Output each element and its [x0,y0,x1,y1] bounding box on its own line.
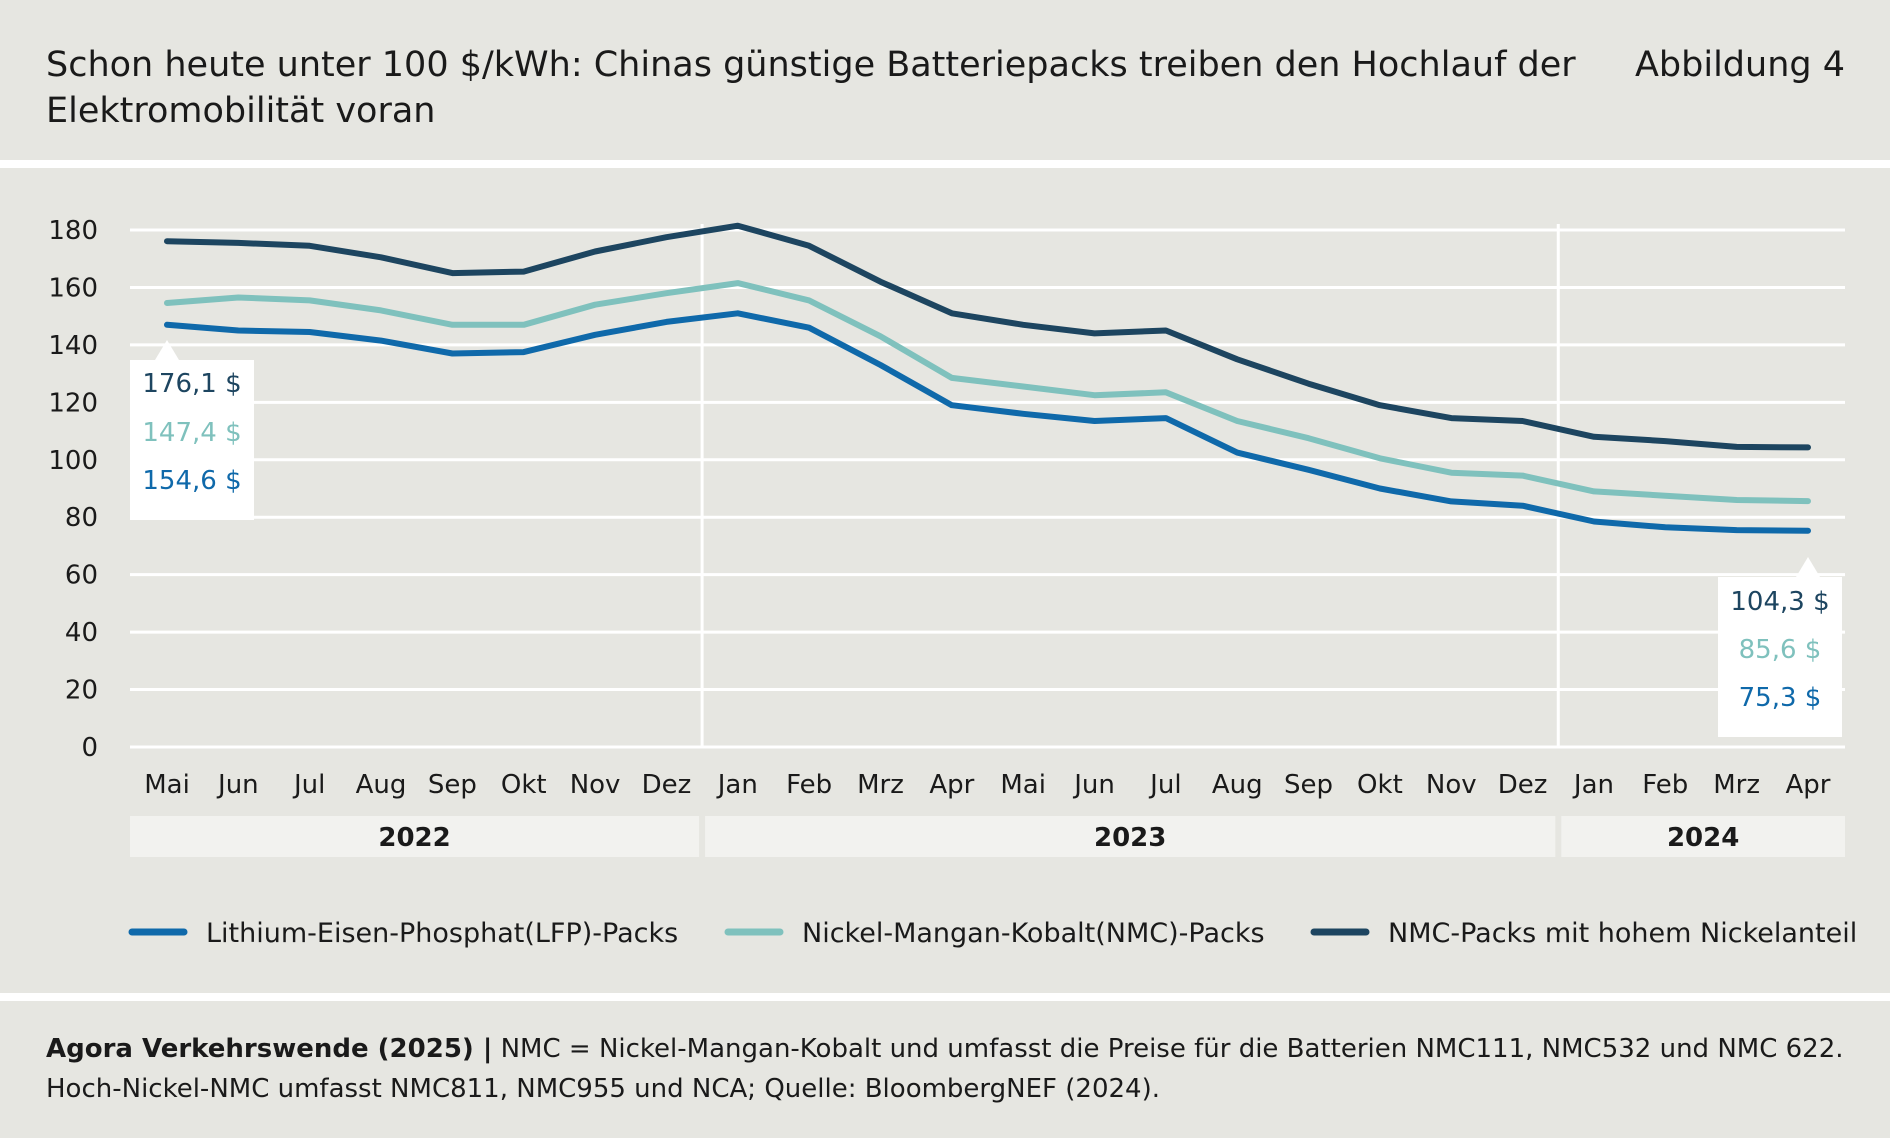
start-callout-pointer [155,340,179,360]
footer-note-text: NMC = Nickel-Mangan-Kobalt und umfasst d… [46,1034,1844,1104]
x-tick-label: Aug [1212,770,1263,800]
year-band [130,816,700,857]
chart-title: Schon heute unter 100 $/kWh: Chinas güns… [46,45,1576,131]
y-tick-label: 100 [48,446,98,476]
end-callout-pointer [1796,557,1820,577]
x-tick-label: Jan [1572,770,1614,800]
series-line [164,280,1811,505]
x-tick-label: Okt [501,770,547,800]
x-tick-label: Feb [1642,770,1688,800]
x-tick-label: Mrz [1713,770,1760,800]
data-label: 154,6 $ [142,466,241,496]
x-tick-label: Mai [144,770,190,800]
year-label: 2023 [1094,823,1166,853]
x-tick-label: Nov [1426,770,1477,800]
x-tick-label: Aug [356,770,407,800]
figure-label: Abbildung 4 [1634,45,1845,85]
start-callout [130,360,254,520]
year-band [705,816,1556,857]
x-tick-label: Dez [1498,770,1548,800]
footer-band [0,1001,1890,1138]
y-tick-label: 60 [65,561,98,591]
data-label: 147,4 $ [142,418,241,448]
x-tick-label: Sep [428,770,477,800]
line-chart: 0 20 40 60 80 100 120 140 160 180 Mai Jun Jul Aug Sep O… [48,216,1857,949]
source-org: Agora Verkehrswende (2025) | [46,1034,493,1064]
x-tick-label: Feb [786,770,832,800]
x-tick-label: Mai [1000,770,1046,800]
x-tick-label: Jun [216,770,259,800]
data-label: 75,3 $ [1739,683,1822,713]
x-tick-label: Jul [292,770,325,800]
x-tick-label: Mrz [857,770,904,800]
y-tick-label: 40 [65,618,98,648]
x-tick-label: Jan [716,770,758,800]
y-tick-label: 180 [48,216,98,246]
x-tick-label: Jun [1072,770,1115,800]
x-tick-label: Jul [1148,770,1181,800]
footer-note: Agora Verkehrswende (2025) | NMC = Nicke… [46,1029,1856,1109]
x-tick-label: Dez [642,770,692,800]
header-band [0,0,1890,160]
end-callout [1718,577,1842,737]
year-label: 2022 [378,823,450,853]
x-tick-label: Apr [1786,770,1831,800]
data-label: 85,6 $ [1739,635,1822,665]
y-tick-label: 20 [65,676,98,706]
y-tick-label: 0 [81,733,98,763]
series-line [164,310,1811,534]
x-tick-label: Apr [929,770,974,800]
y-tick-label: 140 [48,331,98,361]
x-tick-label: Okt [1357,770,1403,800]
data-label: 104,3 $ [1730,587,1829,617]
series-line [164,222,1811,451]
x-tick-label: Nov [570,770,621,800]
x-tick-label: Sep [1284,770,1333,800]
y-tick-label: 80 [65,503,98,533]
legend-label: Lithium-Eisen-Phosphat(LFP)-Packs [206,918,678,949]
y-tick-label: 120 [48,388,98,418]
legend-label: NMC-Packs mit hohem Nickelanteil [1388,918,1857,949]
data-label: 176,1 $ [142,369,241,399]
year-band [1561,816,1845,857]
year-label: 2024 [1667,823,1739,853]
legend-label: Nickel-Mangan-Kobalt(NMC)-Packs [802,918,1265,949]
y-tick-label: 160 [48,273,98,303]
